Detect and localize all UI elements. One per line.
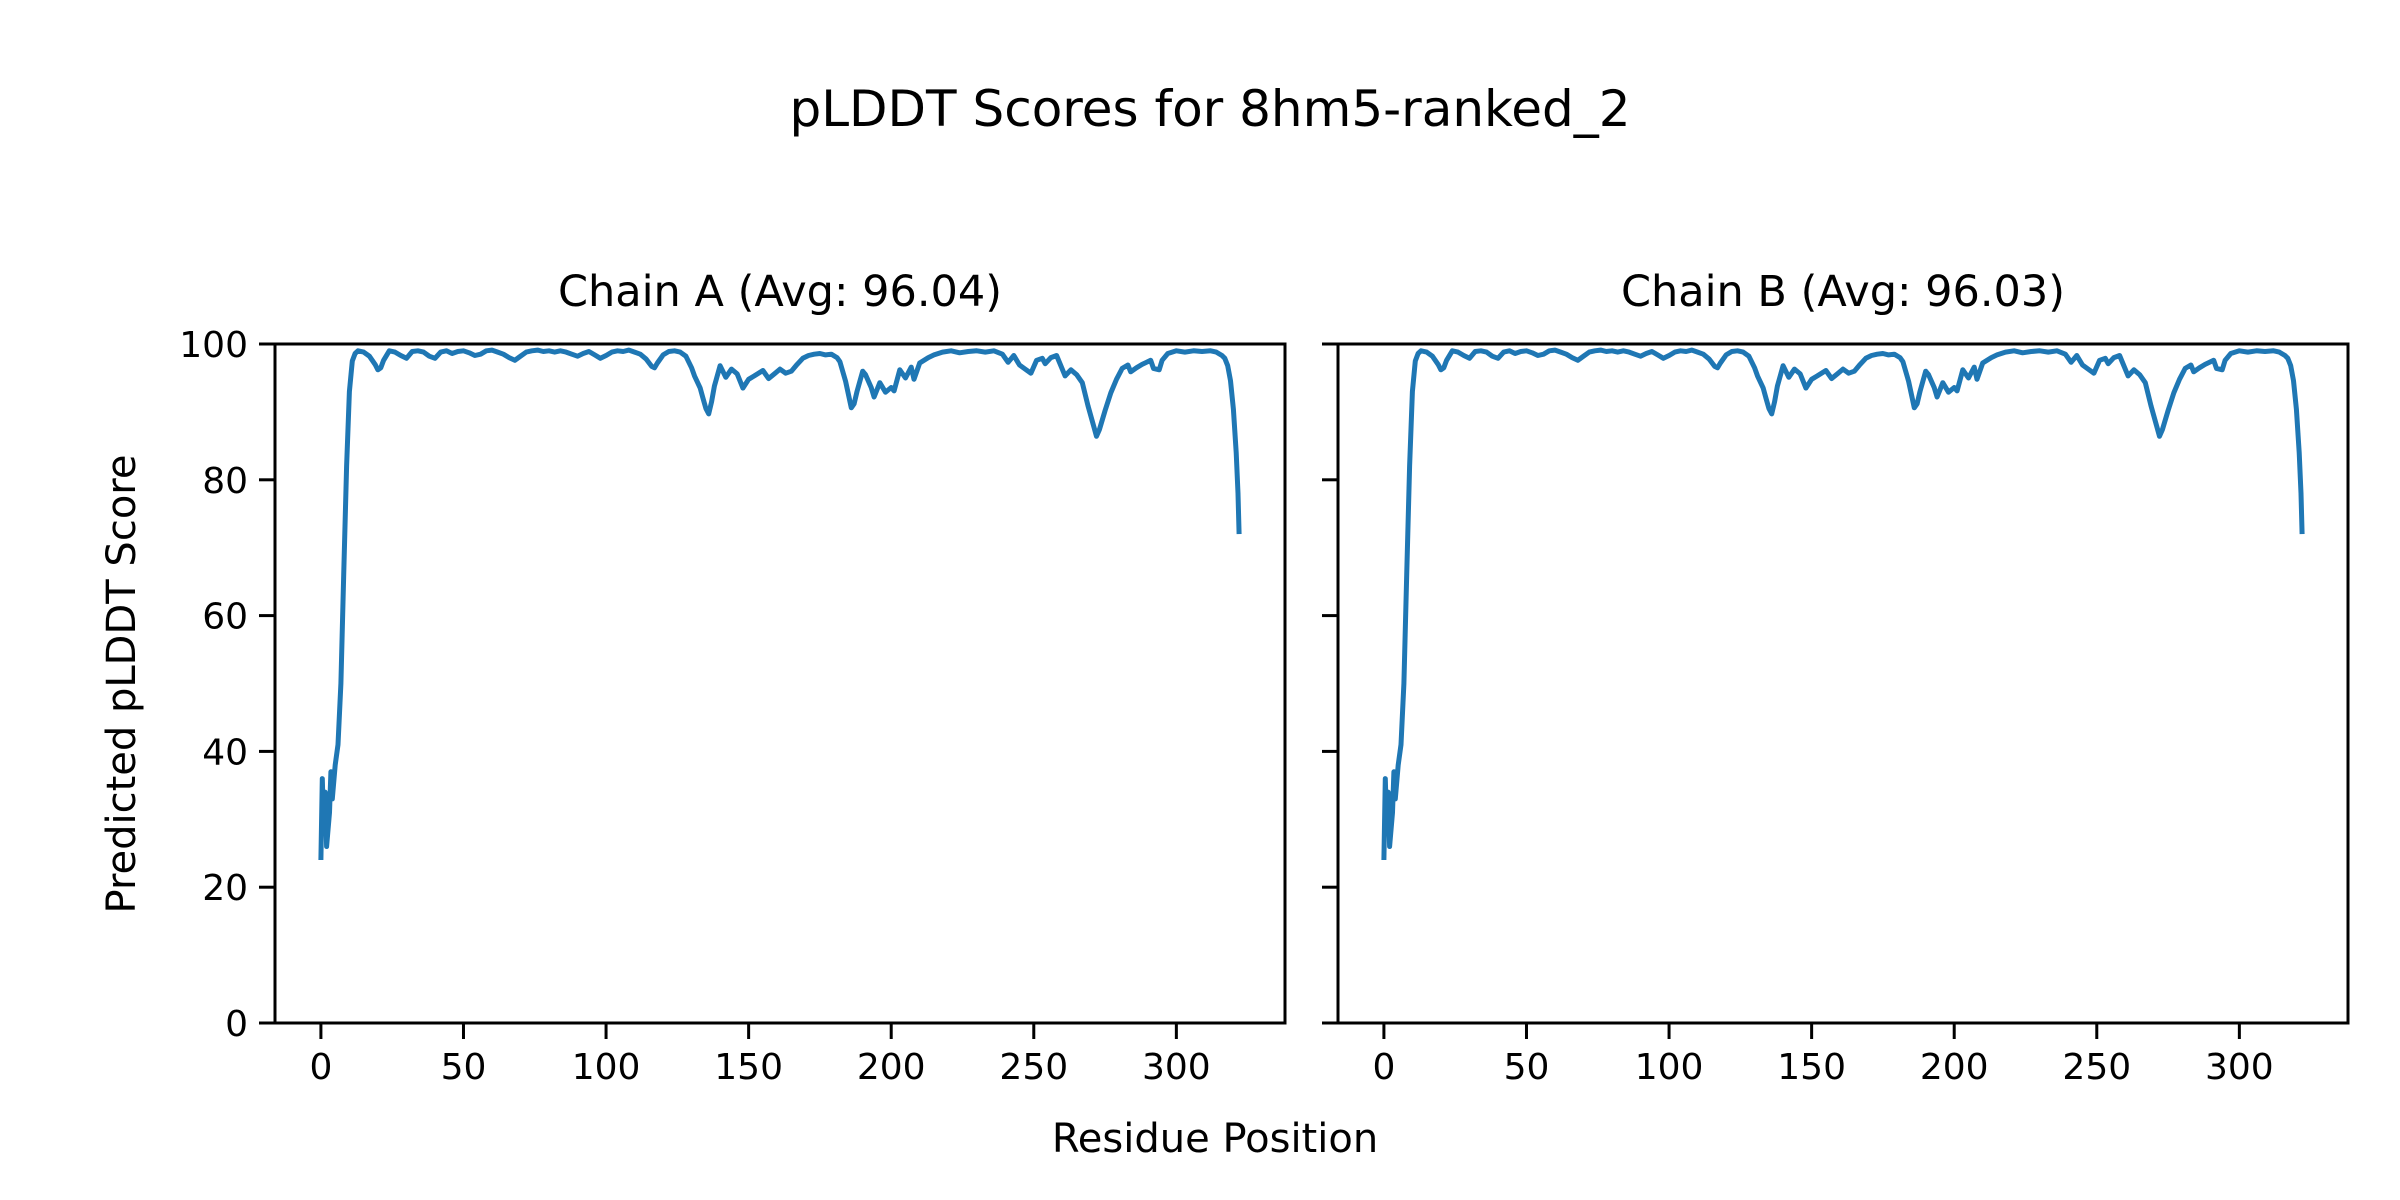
axes-frame	[273, 342, 1287, 1025]
figure-title: pLDDT Scores for 8hm5-ranked_2	[789, 80, 1631, 138]
subplot-a-title: Chain A (Avg: 96.04)	[557, 267, 1003, 317]
y-tick-label: 40	[202, 732, 248, 773]
y-axis-label: Predicted pLDDT Score	[99, 454, 145, 914]
axes-frame	[1336, 342, 2350, 1025]
plddt-line	[318, 347, 1242, 861]
y-tick-label: 100	[179, 325, 248, 366]
x-tick-label: 300	[2205, 1047, 2274, 1088]
y-tick-label: 80	[202, 461, 248, 502]
x-tick-label: 100	[1635, 1047, 1704, 1088]
y-tick-label: 0	[225, 1004, 248, 1045]
x-tick-label: 150	[714, 1047, 783, 1088]
x-tick-label: 0	[309, 1047, 332, 1088]
x-axis-label: Residue Position	[1051, 1116, 1379, 1162]
chart-chain-a: 0 50 100 150 200 250 300 0 20 40 60 80 100	[179, 325, 1287, 1088]
x-tick-label: 200	[1920, 1047, 1989, 1088]
plddt-line	[1381, 347, 2305, 861]
subplot-b-title: Chain B (Avg: 96.03)	[1620, 267, 2066, 317]
x-tick-label: 300	[1142, 1047, 1211, 1088]
chart-chain-b: 0 50 100 150 200 250 300	[1322, 342, 2350, 1088]
x-tick-label: 50	[1504, 1047, 1550, 1088]
y-tick-label: 20	[202, 868, 248, 909]
x-tick-label: 250	[2062, 1047, 2131, 1088]
x-tick-label: 100	[572, 1047, 641, 1088]
x-tick-label: 50	[441, 1047, 487, 1088]
x-tick-label: 150	[1777, 1047, 1846, 1088]
x-tick-label: 200	[857, 1047, 926, 1088]
x-tick-label: 250	[999, 1047, 1068, 1088]
y-tick-label: 60	[202, 597, 248, 638]
x-tick-label: 0	[1372, 1047, 1395, 1088]
